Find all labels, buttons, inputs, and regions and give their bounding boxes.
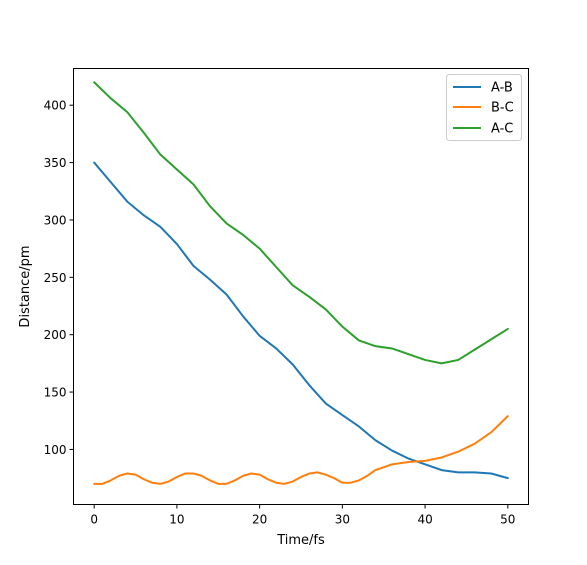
series-line-a-c bbox=[93, 81, 509, 365]
x-tick-label: 40 bbox=[417, 513, 432, 527]
y-tick-label: 200 bbox=[44, 328, 67, 342]
y-axis-label: Distance/pm bbox=[18, 245, 33, 327]
series-line-a-b bbox=[93, 161, 509, 480]
plot-frame bbox=[73, 68, 529, 505]
y-tick-label: 150 bbox=[44, 386, 67, 400]
y-tick-label: 350 bbox=[44, 156, 67, 170]
legend-label-a-c: A-C bbox=[491, 122, 513, 137]
y-axis: 100 150 200 250 300 350 400 bbox=[44, 99, 74, 457]
y-tick-label: 250 bbox=[44, 271, 67, 285]
series-layer bbox=[93, 81, 509, 485]
legend-box bbox=[446, 74, 522, 141]
y-tick-label: 400 bbox=[44, 99, 67, 113]
legend-label-b-c: B-C bbox=[491, 101, 514, 116]
legend-label-a-b: A-B bbox=[491, 81, 513, 96]
x-tick-label: 20 bbox=[252, 513, 267, 527]
x-axis: 0 10 20 30 40 50 bbox=[90, 504, 515, 527]
x-tick-label: 50 bbox=[500, 513, 515, 527]
y-tick-label: 100 bbox=[44, 443, 67, 457]
x-axis-label: Time/fs bbox=[276, 533, 325, 548]
x-tick-label: 10 bbox=[169, 513, 184, 527]
legend: A-B B-C A-C bbox=[446, 74, 522, 141]
series-line-b-c bbox=[93, 415, 509, 485]
x-tick-label: 30 bbox=[335, 513, 350, 527]
x-tick-label: 0 bbox=[90, 513, 98, 527]
y-tick-label: 300 bbox=[44, 213, 67, 227]
